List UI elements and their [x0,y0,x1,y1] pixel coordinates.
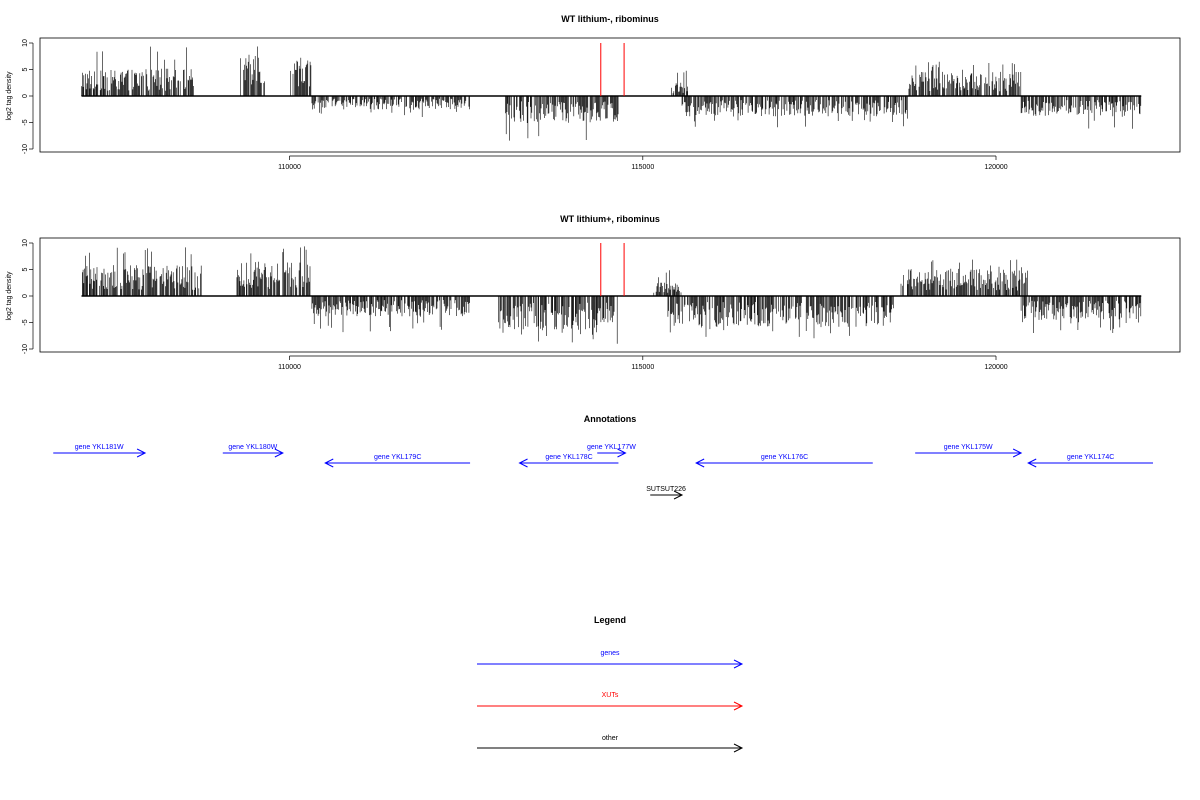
x-tick-label: 120000 [984,164,1007,171]
legend-item-genes: genes [477,650,744,669]
annotation-feature: gene YKL180W [222,444,284,458]
panel-1-bars [81,46,1142,141]
panel-1-y-axis: 10 5 0 -5 -10 [22,39,34,154]
panel-2-bars [82,246,1142,344]
annotation-feature: SUTSUT226 [646,486,686,500]
y-tick-label: 10 [22,39,29,47]
legend-arrow-head [733,659,744,669]
panel-2-markers [600,243,625,296]
annotation-feature: gene YKL176C [695,454,873,468]
y-tick-label: -5 [22,319,29,325]
annotation-feature: gene YKL181W [53,444,147,458]
annotation-arrow-head [274,448,284,458]
legend-label: genes [600,650,620,657]
annotation-arrow-head [1027,458,1037,468]
x-tick-label: 120000 [984,364,1007,371]
annotation-arrow-head [136,448,147,458]
y-tick-label: 5 [22,267,29,271]
annotation-arrow-head [673,490,684,500]
annotation-feature: gene YKL178C [518,454,619,468]
annotation-label: gene YKL176C [761,454,808,461]
legend-arrow-head [733,743,744,753]
annotation-arrow-head [324,458,334,468]
y-tick-label: 0 [22,94,29,98]
legend-item-xuts: XUTs [477,692,744,711]
annotations-title: Annotations [584,414,637,424]
annotation-label: gene YKL180W [228,444,277,451]
annotations-panel: Annotations gene YKL181W gene YKL180Wgene… [53,414,1153,500]
annotation-label: gene YKL179C [374,454,421,461]
panel-1-y-label: log2 tag density [6,71,13,121]
annotation-label: gene YKL181W [75,444,124,451]
annotation-feature: gene YKL175W [915,444,1023,458]
panel-1: WT lithium-, ribominus log2 tag density … [6,14,1181,171]
annotation-feature: gene YKL179C [324,454,471,468]
legend: Legend genes XUTs other [477,615,744,753]
annotation-label: gene YKL175W [944,444,993,451]
annotation-feature: gene YKL174C [1027,454,1153,468]
legend-label: other [602,735,619,742]
y-tick-label: -10 [22,344,29,354]
density-bars [82,246,1142,344]
annotation-label: SUTSUT226 [646,486,686,493]
y-tick-label: -5 [22,119,29,125]
panel-1-x-axis: 110000 115000 120000 [278,155,1008,171]
legend-title: Legend [594,615,626,625]
x-tick-label: 115000 [631,164,654,171]
panel-1-title: WT lithium-, ribominus [561,14,659,24]
y-tick-label: 0 [22,294,29,298]
annotation-feature: gene YKL177W [587,444,636,458]
annotation-features: gene YKL181W gene YKL180W gene YKL179C gene… [53,444,1153,500]
panel-1-plot-frame [39,37,1181,153]
panel-2-y-axis: 10 5 0 -5 -10 [22,239,34,354]
annotation-arrow-head [695,458,705,468]
panel-2-x-axis: 110000 115000 120000 [278,355,1008,371]
y-tick-label: 10 [22,239,29,247]
annotation-arrow-head [617,448,627,458]
annotation-label: gene YKL177W [587,444,636,451]
legend-arrow-head [733,701,744,711]
annotation-arrow-head [518,458,528,468]
panel-1-markers [600,43,625,96]
annotation-label: gene YKL178C [545,454,592,461]
panel-2: WT lithium+, ribominus log2 tag density … [6,214,1181,371]
legend-item-other: other [477,735,744,753]
legend-label: XUTs [602,692,619,699]
x-tick-label: 115000 [631,364,654,371]
annotation-label: gene YKL174C [1067,454,1114,461]
panel-2-y-label: log2 tag density [6,271,13,321]
annotation-arrow-head [1012,448,1023,458]
x-tick-label: 110000 [278,164,301,171]
density-bars [81,46,1142,141]
x-tick-label: 110000 [278,364,301,371]
panel-2-plot-frame [39,237,1181,353]
panel-2-title: WT lithium+, ribominus [560,214,660,224]
y-tick-label: 5 [22,67,29,71]
y-tick-label: -10 [22,144,29,154]
